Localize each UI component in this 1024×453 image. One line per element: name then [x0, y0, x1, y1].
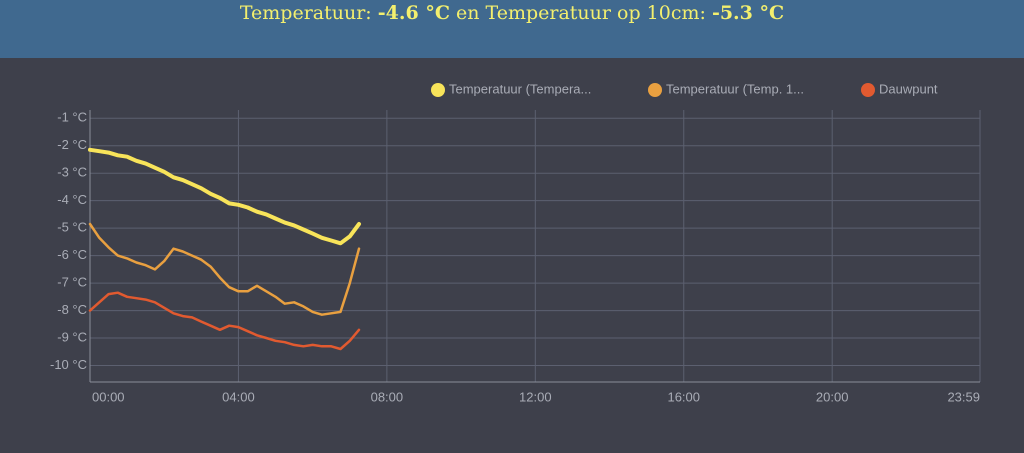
- y-tick-label: -8 °C: [57, 302, 87, 317]
- legend-label: Dauwpunt: [879, 81, 938, 96]
- legend-marker: [648, 83, 662, 97]
- x-tick-label: 16:00: [667, 389, 700, 404]
- x-tick-label: 12:00: [519, 389, 552, 404]
- x-tick-label: 00:00: [92, 389, 125, 404]
- y-tick-label: -7 °C: [57, 275, 87, 290]
- x-tick-label: 23:59: [947, 389, 980, 404]
- y-tick-label: -6 °C: [57, 247, 87, 262]
- header-label: Temperatuur:: [239, 2, 372, 24]
- header-label: en Temperatuur op 10cm:: [456, 2, 706, 24]
- y-tick-label: -2 °C: [57, 137, 87, 152]
- legend-label: Temperatuur (Tempera...: [449, 81, 591, 96]
- y-tick-label: -9 °C: [57, 329, 87, 344]
- y-tick-label: -4 °C: [57, 192, 87, 207]
- y-tick-label: -5 °C: [57, 220, 87, 235]
- header-value: -5.3 °C: [711, 2, 785, 24]
- series-line: [88, 291, 361, 351]
- y-tick-label: -3 °C: [57, 165, 87, 180]
- header-value: -4.6 °C: [377, 2, 450, 24]
- y-tick-label: -1 °C: [57, 110, 87, 125]
- chart: -1 °C -2 °C -3 °C -4 °C -5 °C -6 °C -7 °C -8 °C…: [50, 81, 981, 404]
- header-text: Temperatuur: -4.6 °C en Temperatuur op 1…: [0, 0, 1024, 26]
- header: Temperatuur: -4.6 °C en Temperatuur op 1…: [0, 0, 1024, 58]
- y-tick-label: -10 °C: [50, 357, 87, 372]
- legend-marker: [431, 83, 445, 97]
- legend-marker: [861, 83, 875, 97]
- series-line: [88, 147, 361, 246]
- legend-label: Temperatuur (Temp. 1...: [666, 81, 804, 96]
- x-tick-label: 08:00: [371, 389, 404, 404]
- x-tick-label: 04:00: [222, 389, 255, 404]
- x-tick-label: 20:00: [816, 389, 849, 404]
- series-line: [88, 222, 361, 316]
